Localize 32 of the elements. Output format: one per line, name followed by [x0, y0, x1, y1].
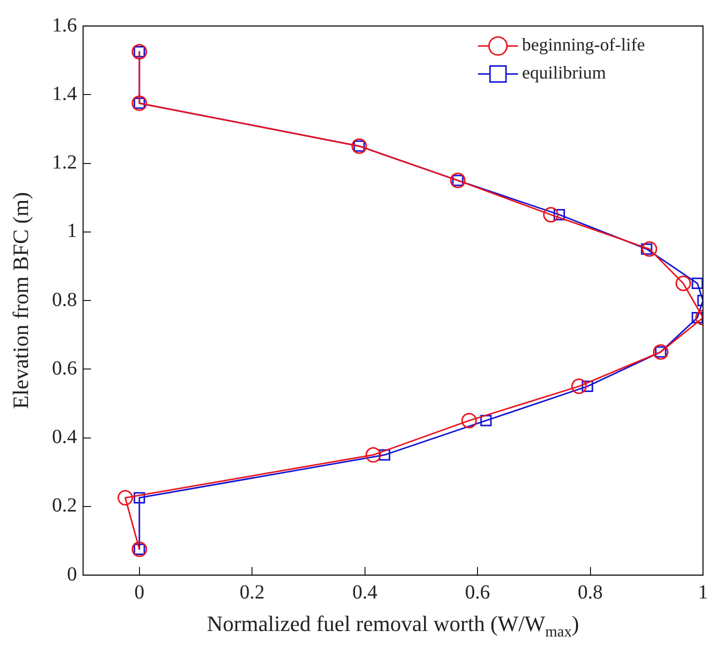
y-tick-label: 0.6	[52, 357, 77, 380]
point	[366, 447, 382, 463]
point	[692, 278, 703, 290]
x-tick-label: 0.2	[240, 581, 265, 604]
point	[571, 378, 587, 394]
point	[461, 412, 477, 428]
point	[582, 380, 594, 392]
x-tick-label: 0.6	[465, 581, 490, 604]
y-axis-title: Elevation from BFC (m)	[8, 192, 33, 409]
y-tick-label: 1.2	[52, 152, 77, 174]
legend-label: equilibrium	[522, 62, 606, 83]
point	[692, 312, 703, 324]
point	[543, 206, 559, 222]
x-tick-label: 0.8	[578, 581, 603, 604]
point	[676, 276, 692, 292]
point	[642, 241, 658, 257]
legend-label: beginning-of-life	[522, 34, 645, 55]
point	[480, 414, 492, 426]
point	[118, 490, 134, 506]
y-tick-label: 1.4	[52, 82, 77, 105]
y-tick-label: 0.4	[52, 426, 77, 448]
point	[378, 449, 390, 461]
x-tick-label: 0	[134, 581, 144, 604]
y-tick-label: 0	[67, 563, 77, 586]
point	[134, 492, 146, 504]
x-tick-label: 0.4	[352, 581, 378, 604]
y-tick-label: 0.8	[52, 288, 77, 311]
y-tick-label: 1	[67, 220, 77, 242]
y-tick-label: 0.2	[52, 494, 77, 517]
y-tick-label: 1.6	[52, 14, 77, 36]
x-tick-label: 1	[698, 581, 708, 604]
point	[554, 209, 565, 220]
